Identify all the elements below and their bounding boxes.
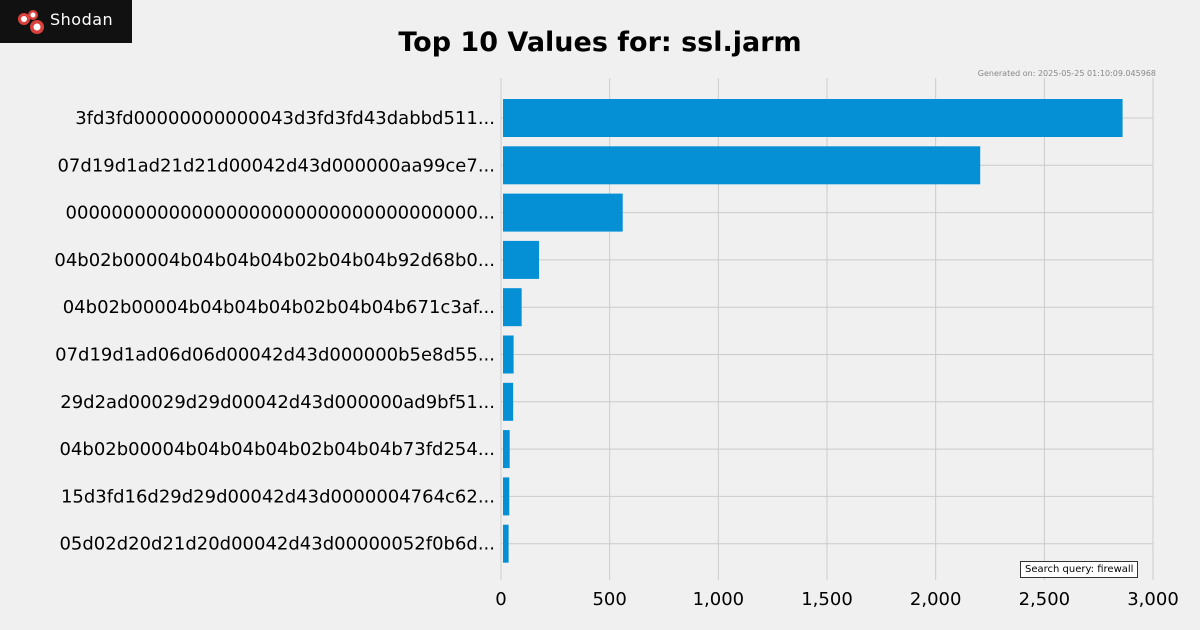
- x-tick-label: 1,000: [693, 589, 745, 610]
- y-tick-label: 000000000000000000000000000000000000...: [66, 203, 495, 224]
- shodan-logo[interactable]: Shodan: [0, 0, 132, 43]
- search-query-box: Search query: firewall: [1020, 561, 1139, 578]
- bar: [503, 146, 981, 185]
- y-tick-label: 29d2ad00029d29d00042d43d000000ad9bf51...: [60, 392, 495, 413]
- bar: [503, 193, 623, 232]
- chart-title: Top 10 Values for: ssl.jarm: [398, 27, 802, 58]
- x-tick-label: 2,000: [910, 589, 962, 610]
- x-tick-label: 500: [592, 589, 626, 610]
- bar: [503, 240, 540, 279]
- bar: [503, 382, 514, 421]
- y-tick-label: 04b02b00004b04b04b04b02b04b04b92d68b0...: [54, 250, 495, 271]
- x-tick-label: 0: [495, 589, 506, 610]
- y-tick-label: 05d02d20d21d20d00042d43d00000052f0b6d...: [59, 534, 495, 555]
- bar: [503, 288, 522, 327]
- generated-timestamp: Generated on: 2025-05-25 01:10:09.045968: [977, 69, 1156, 78]
- x-tick-label: 2,500: [1019, 589, 1071, 610]
- y-tick-label: 15d3fd16d29d29d00042d43d0000004764c62...: [61, 486, 495, 507]
- bar: [503, 524, 509, 563]
- y-tick-label: 04b02b00004b04b04b04b02b04b04b671c3af...: [63, 297, 495, 318]
- y-tick-label: 3fd3fd00000000000043d3fd3fd43dabbd511...: [75, 108, 495, 129]
- x-tick-label: 1,500: [801, 589, 853, 610]
- y-tick-label: 07d19d1ad06d06d00042d43d000000b5e8d55...: [55, 345, 495, 366]
- bar: [503, 335, 514, 374]
- bar: [503, 99, 1123, 137]
- bar: [503, 477, 510, 516]
- shodan-logo-icon: [18, 10, 44, 34]
- y-tick-label: 07d19d1ad21d21d00042d43d000000aa99ce7...: [57, 155, 495, 176]
- x-tick-label: 3,000: [1127, 589, 1179, 610]
- bar: [503, 430, 510, 469]
- shodan-logo-text: Shodan: [50, 10, 114, 29]
- y-tick-label: 04b02b00004b04b04b04b02b04b04b73fd254...: [59, 439, 495, 460]
